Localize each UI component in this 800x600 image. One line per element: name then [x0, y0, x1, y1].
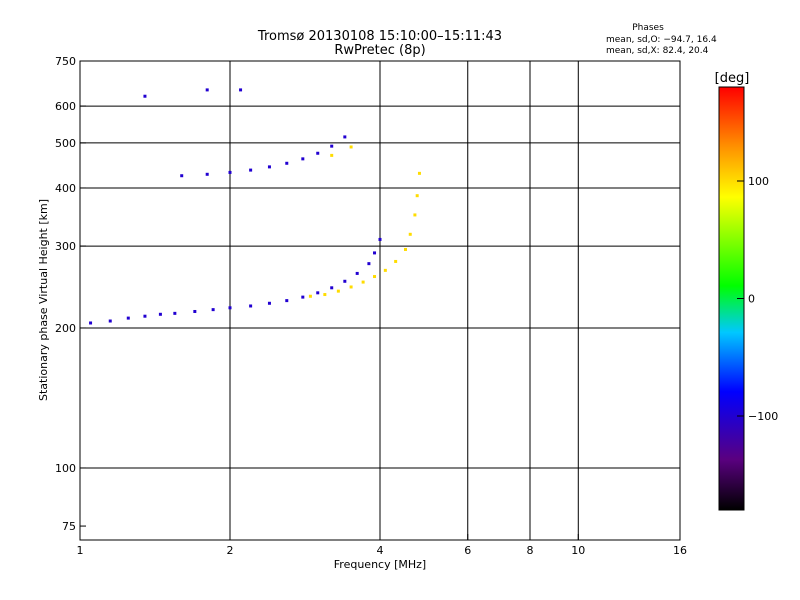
y-axis: 75 100 200 300 400 500 600 750	[55, 55, 86, 533]
data-point	[173, 311, 177, 315]
y-axis-label: Stationary phase Virtual Height [km]	[37, 199, 50, 401]
x-axis: 1 2 4 6 8 10 16	[77, 534, 687, 557]
stats-x-line: mean, sd,X: 82.4, 20.4	[606, 46, 709, 56]
data-point	[403, 247, 407, 251]
stats-o-line: mean, sd,O: −94.7, 16.4	[606, 35, 717, 45]
data-point	[413, 213, 417, 217]
data-point	[228, 170, 232, 174]
data-point	[205, 172, 209, 176]
data-point	[415, 194, 419, 198]
data-point	[361, 280, 365, 284]
data-point	[408, 232, 412, 236]
data-point	[228, 306, 232, 310]
data-point	[349, 145, 353, 149]
x-tick-label: 10	[571, 544, 585, 557]
data-point	[239, 88, 243, 92]
data-point	[108, 319, 112, 323]
data-point	[378, 237, 382, 241]
data-point	[373, 275, 377, 279]
data-point	[143, 94, 147, 98]
data-point	[343, 279, 347, 283]
data-point	[308, 294, 312, 298]
y-tick-label: 750	[55, 55, 76, 68]
y-tick-label: 500	[55, 137, 76, 150]
data-point	[126, 316, 130, 320]
colorbar-tick-label: 0	[748, 293, 755, 306]
data-point	[336, 289, 340, 293]
data-point	[316, 151, 320, 155]
data-point	[205, 88, 209, 92]
colorbar-tick-label: −100	[748, 410, 778, 423]
data-point	[316, 291, 320, 295]
data-point	[330, 286, 334, 290]
y-tick-label: 100	[55, 462, 76, 475]
x-tick-label: 4	[377, 544, 384, 557]
data-point	[383, 268, 387, 272]
data-point	[249, 304, 253, 308]
data-point	[180, 174, 184, 178]
colorbar-ticks: 100 0 −100	[737, 175, 778, 423]
data-point	[267, 165, 271, 169]
x-tick-label: 6	[464, 544, 471, 557]
data-point	[193, 309, 197, 313]
data-point	[330, 144, 334, 148]
data-point	[349, 285, 353, 289]
data-point	[367, 262, 371, 266]
data-point	[323, 293, 327, 297]
y-tick-label: 600	[55, 100, 76, 113]
data-point	[211, 308, 215, 312]
data-point	[143, 314, 147, 318]
data-point	[285, 299, 289, 303]
data-point	[373, 251, 377, 255]
data-points	[89, 88, 421, 325]
data-point	[158, 312, 162, 316]
data-point	[417, 171, 421, 175]
y-tick-label: 200	[55, 322, 76, 335]
x-axis-label: Frequency [MHz]	[334, 558, 426, 571]
chart-subtitle: RwPretec (8p)	[334, 43, 425, 58]
data-point	[267, 301, 271, 305]
data-point	[249, 168, 253, 172]
y-tick-label: 300	[55, 240, 76, 253]
data-point	[89, 321, 93, 325]
colorbar-label: [deg]	[715, 71, 750, 86]
x-tick-label: 2	[227, 544, 234, 557]
chart-title: Tromsø 20130108 15:10:00–15:11:43	[257, 29, 502, 44]
y-tick-label: 400	[55, 182, 76, 195]
x-tick-label: 1	[77, 544, 84, 557]
x-tick-label: 8	[527, 544, 534, 557]
x-tick-label: 16	[673, 544, 687, 557]
data-point	[330, 153, 334, 157]
data-point	[301, 295, 305, 299]
data-point	[301, 157, 305, 161]
data-point	[343, 135, 347, 139]
data-point	[394, 259, 398, 263]
colorbar-tick-label: 100	[748, 175, 769, 188]
stats-header: Phases	[632, 23, 664, 33]
grid-lines	[80, 61, 680, 540]
data-point	[355, 271, 359, 275]
data-point	[285, 161, 289, 165]
y-tick-label: 75	[62, 520, 76, 533]
